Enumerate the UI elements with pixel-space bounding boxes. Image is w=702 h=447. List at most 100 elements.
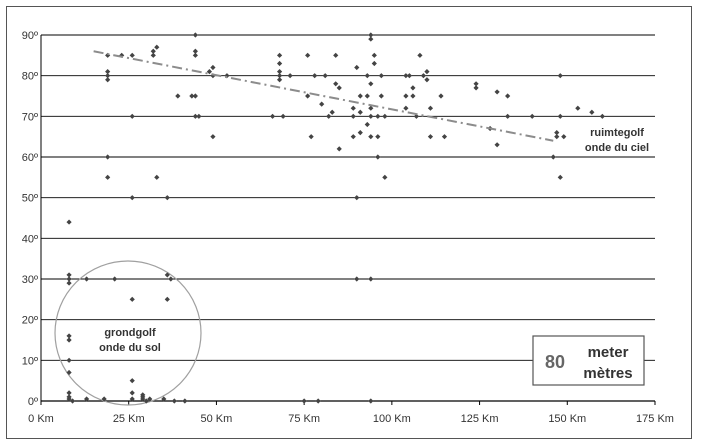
data-points xyxy=(66,32,605,404)
data-point xyxy=(350,105,356,111)
sky-wave-label-nl: ruimtegolf xyxy=(590,127,644,139)
data-point xyxy=(371,60,377,67)
data-point xyxy=(368,81,374,87)
data-point xyxy=(368,113,374,119)
data-point xyxy=(84,276,90,282)
data-point xyxy=(301,398,307,404)
data-point xyxy=(305,52,311,58)
data-point xyxy=(427,134,434,140)
data-point xyxy=(101,396,107,402)
data-point xyxy=(589,109,595,115)
data-point xyxy=(375,134,381,140)
y-tick-label: 90º xyxy=(22,30,38,42)
data-point xyxy=(168,276,174,282)
data-point xyxy=(529,113,535,119)
data-point xyxy=(154,174,160,180)
data-point xyxy=(413,113,420,119)
x-tick-labels: 0 Km 25 Km 50 Km 75 Km 100 Km 125 Km 150 Km 175… xyxy=(28,413,674,425)
y-tick-label: 10º xyxy=(22,355,38,367)
data-point xyxy=(357,93,363,99)
data-point xyxy=(368,105,374,111)
data-point xyxy=(378,73,384,79)
data-point xyxy=(129,195,135,201)
ground-wave-ellipse xyxy=(54,260,202,406)
data-point xyxy=(308,134,314,140)
data-point xyxy=(417,52,423,58)
data-point xyxy=(129,378,135,384)
data-point xyxy=(438,93,444,99)
data-point xyxy=(66,369,72,376)
chart-frame xyxy=(6,6,692,439)
data-point xyxy=(312,73,318,79)
data-point xyxy=(140,396,146,402)
data-point xyxy=(196,113,202,119)
data-point xyxy=(354,195,360,201)
data-point xyxy=(575,105,581,111)
x-tick-label: 50 Km xyxy=(201,413,233,425)
data-point xyxy=(105,73,111,79)
y-tick-label: 70º xyxy=(22,111,38,123)
data-point xyxy=(336,146,342,152)
data-point xyxy=(66,280,72,286)
data-point xyxy=(276,77,283,83)
data-point xyxy=(112,276,118,282)
data-point xyxy=(182,398,188,404)
data-point xyxy=(599,113,605,119)
data-point xyxy=(105,52,111,58)
data-point xyxy=(154,44,160,50)
data-point xyxy=(129,390,135,396)
data-point xyxy=(322,73,328,79)
data-point xyxy=(192,52,198,58)
y-tick-label: 30º xyxy=(22,274,38,286)
data-point xyxy=(375,154,381,160)
data-point xyxy=(129,52,135,58)
data-point xyxy=(105,77,111,83)
x-tick-label: 75 Km xyxy=(288,413,320,425)
data-point xyxy=(269,113,276,119)
data-point xyxy=(382,113,388,119)
sky-wave-label-fr: onde du ciel xyxy=(585,142,649,154)
data-point xyxy=(143,398,149,404)
x-tick-label: 125 Km xyxy=(461,413,499,425)
data-point xyxy=(329,109,335,115)
ground-wave-label-fr: onde du sol xyxy=(99,342,161,354)
data-point xyxy=(210,64,216,71)
data-point xyxy=(368,134,374,140)
data-point xyxy=(354,64,360,71)
data-point xyxy=(66,390,72,396)
gridlines xyxy=(40,34,656,405)
height-box-number: 80 xyxy=(545,352,565,372)
data-point xyxy=(350,134,356,140)
data-point xyxy=(280,113,286,119)
data-point xyxy=(424,69,430,75)
data-point xyxy=(66,333,72,339)
data-point xyxy=(147,396,153,402)
data-point xyxy=(66,272,72,278)
y-tick-label: 40º xyxy=(22,233,38,245)
data-point xyxy=(66,276,72,282)
x-tick-label: 25 Km xyxy=(113,413,145,425)
height-box-unit-fr: mètres xyxy=(583,365,632,382)
data-point xyxy=(357,109,363,115)
data-point xyxy=(105,69,111,75)
x-tick-label: 0 Km xyxy=(28,413,54,425)
data-point xyxy=(406,73,412,79)
data-point xyxy=(378,93,384,99)
data-point xyxy=(276,52,283,58)
data-point xyxy=(505,113,511,119)
data-point xyxy=(119,52,125,58)
data-point xyxy=(66,357,72,363)
data-point xyxy=(333,81,339,87)
data-point xyxy=(410,85,416,91)
data-point xyxy=(105,154,111,160)
data-point xyxy=(473,85,479,91)
y-tick-label: 60º xyxy=(22,152,38,164)
data-point xyxy=(364,121,370,128)
data-point xyxy=(276,60,283,67)
data-point xyxy=(189,93,195,99)
data-point xyxy=(364,73,370,79)
y-tick-label: 0º xyxy=(28,396,38,408)
data-point xyxy=(276,73,283,79)
data-point xyxy=(161,396,167,402)
data-point xyxy=(424,77,430,83)
